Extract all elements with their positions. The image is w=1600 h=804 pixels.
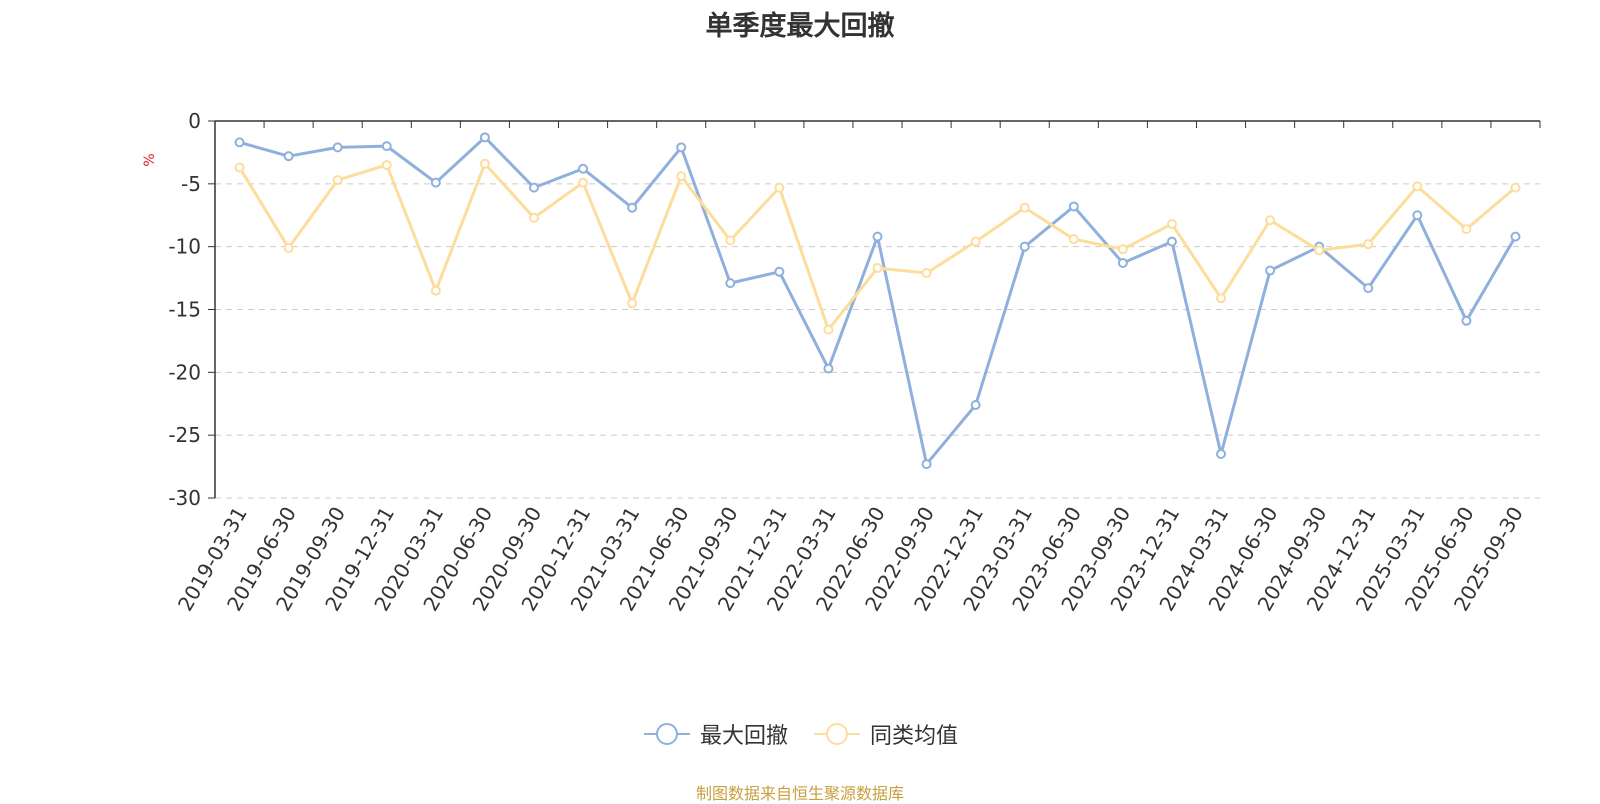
data-point <box>1166 219 1177 230</box>
y-tick-label: -30 <box>168 486 201 510</box>
data-point <box>1019 202 1030 213</box>
data-point <box>921 459 932 470</box>
y-tick-label: -5 <box>181 172 201 196</box>
data-point <box>1314 245 1325 256</box>
data-point <box>1117 258 1128 269</box>
data-point <box>1461 224 1472 235</box>
data-point <box>479 132 490 143</box>
data-point <box>1117 244 1128 255</box>
legend: 最大回撤 同类均值 <box>0 718 1600 750</box>
data-point <box>872 231 883 242</box>
data-point <box>528 212 539 223</box>
data-point <box>1068 201 1079 212</box>
data-point <box>1216 449 1227 460</box>
series-1 <box>234 132 1521 470</box>
data-point <box>528 182 539 193</box>
chart-title: 单季度最大回撤 <box>705 11 895 42</box>
data-point <box>430 285 441 296</box>
data-point <box>578 177 589 188</box>
data-point <box>1019 241 1030 252</box>
data-point <box>234 162 245 173</box>
data-point <box>381 141 392 152</box>
data-point <box>381 159 392 170</box>
data-point <box>970 236 981 247</box>
data-point <box>627 298 638 309</box>
data-point <box>479 158 490 169</box>
data-point <box>725 235 736 246</box>
data-point <box>774 182 785 193</box>
data-point <box>332 175 343 186</box>
data-point <box>774 266 785 277</box>
data-point <box>1166 236 1177 247</box>
legend-label-series-2: 同类均值 <box>870 724 959 749</box>
data-point <box>1265 215 1276 226</box>
data-point <box>1363 239 1374 250</box>
data-point <box>1412 181 1423 192</box>
data-point <box>1461 315 1472 326</box>
data-point <box>430 177 441 188</box>
series-2 <box>234 158 1521 335</box>
data-point <box>578 163 589 174</box>
data-point <box>1265 265 1276 276</box>
legend-item-series-2[interactable]: 同类均值 <box>812 718 958 750</box>
y-tick-label: -20 <box>168 360 201 384</box>
data-point <box>627 202 638 213</box>
legend-marker-series-2 <box>814 723 860 745</box>
source-note: 制图数据来自恒生聚源数据库 <box>695 784 904 803</box>
series <box>234 132 1521 470</box>
data-point <box>1216 293 1227 304</box>
data-point <box>1510 182 1521 193</box>
data-point <box>872 263 883 274</box>
data-point <box>332 142 343 153</box>
legend-item-series-1[interactable]: 最大回撤 <box>642 718 788 750</box>
series-line-1 <box>239 135 1517 466</box>
data-point <box>234 137 245 148</box>
data-point <box>823 363 834 374</box>
axes: 0-5-10-15-20-25-302019-03-312019-06-3020… <box>168 109 1541 615</box>
legend-label-series-1: 最大回撤 <box>699 724 788 749</box>
data-point <box>283 151 294 162</box>
data-point <box>725 278 736 289</box>
y-tick-label: -25 <box>168 423 201 447</box>
data-point <box>823 324 834 335</box>
data-point <box>676 171 687 182</box>
data-point <box>283 242 294 253</box>
data-point <box>1363 283 1374 294</box>
data-point <box>1412 210 1423 221</box>
y-axis-unit-label: % <box>142 153 158 166</box>
y-tick-label: -10 <box>168 235 201 259</box>
data-point <box>1510 231 1521 242</box>
data-point <box>1068 234 1079 245</box>
data-point <box>921 268 932 279</box>
y-tick-label: -15 <box>168 298 201 322</box>
data-point <box>970 400 981 411</box>
y-tick-label: 0 <box>188 109 201 133</box>
data-point <box>676 142 687 153</box>
legend-marker-series-1 <box>643 723 690 745</box>
